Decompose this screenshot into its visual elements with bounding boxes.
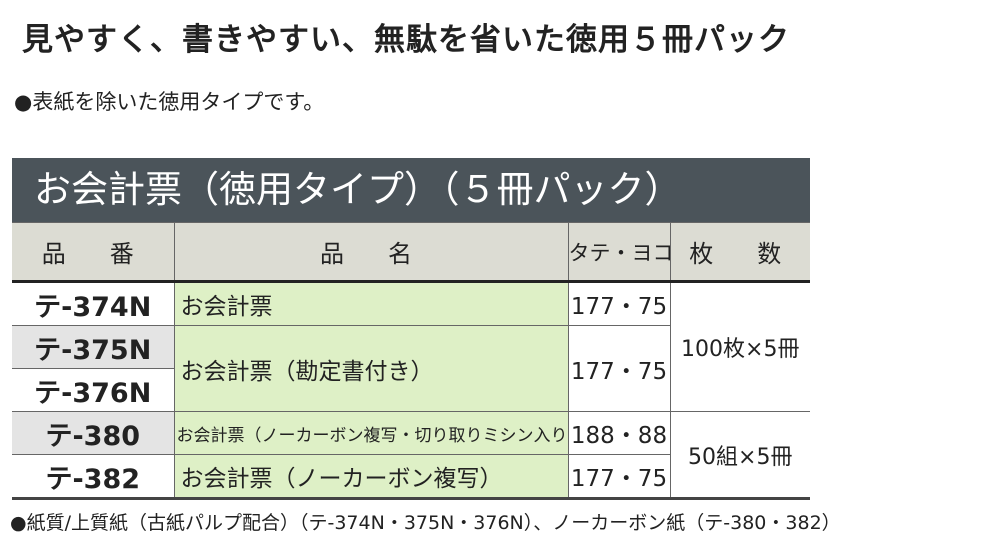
product-table: 品 番 品 名 タテ・ヨコ 枚 数 テ-374N お会計票 177・75 100…: [12, 222, 810, 500]
product-code: テ-375N: [12, 325, 175, 369]
col-header-qty: 枚 数: [669, 222, 810, 282]
table-row: テ-374N お会計票 177・75 100枚×5冊: [12, 281, 810, 412]
subtitle: ●表紙を除いた徳用タイプです。: [14, 90, 325, 114]
footnote: ●紙質/上質紙（古紙パルプ配合）（テ-374N・375N・376N）、ノーカーボ…: [10, 512, 841, 534]
headline: 見やすく、書きやすい、無駄を省いた徳用５冊パック: [22, 22, 790, 58]
product-qty: 50組×5冊: [669, 411, 810, 499]
header-row: 品 番 品 名 タテ・ヨコ 枚 数: [12, 222, 810, 282]
product-code: テ-382: [12, 454, 175, 499]
product-name: お会計票（勘定書付き）: [173, 325, 569, 412]
product-name: お会計票（ノーカーボン複写・切り取りミシン入り）: [173, 411, 569, 455]
product-name: お会計票（ノーカーボン複写）: [173, 454, 569, 499]
table-row: テ-376N: [12, 368, 810, 412]
product-code: テ-380: [12, 411, 175, 455]
product-size: 188・88: [567, 411, 671, 455]
table-title: お会計票（徳用タイプ）（５冊パック）: [12, 158, 810, 222]
product-size: 177・75: [567, 281, 671, 326]
col-header-size: タテ・ヨコ: [567, 222, 671, 282]
table-row: テ-380 お会計票（ノーカーボン複写・切り取りミシン入り） 188・88 50…: [12, 411, 810, 499]
product-qty: 100枚×5冊: [669, 281, 810, 412]
product-size: 177・75: [567, 325, 671, 412]
product-code: テ-376N: [12, 368, 175, 412]
product-code: テ-374N: [12, 281, 175, 326]
col-header-name: 品 名: [173, 222, 569, 282]
product-name: お会計票: [173, 281, 569, 326]
col-header-code: 品 番: [12, 222, 175, 282]
product-size: 177・75: [567, 454, 671, 499]
table-row: テ-382 お会計票（ノーカーボン複写） 177・75: [12, 454, 810, 499]
